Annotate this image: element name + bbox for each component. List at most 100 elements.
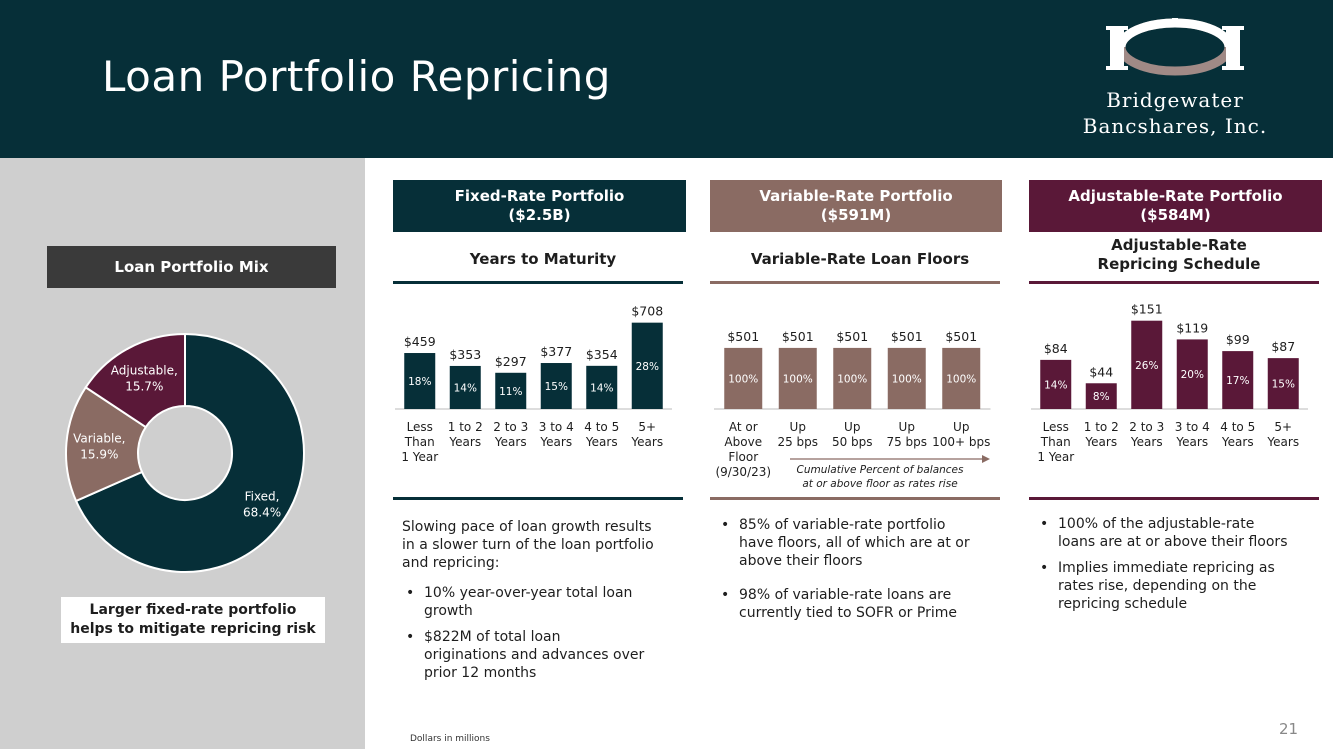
portfolio-mix-donut-chart: Fixed, 68.4% Variable, 15.9% Adjustable, 15.7… <box>65 332 305 573</box>
bullet-line: loans are at or above their floors <box>1058 534 1288 550</box>
bar-percent-label: 15% <box>545 381 568 393</box>
bar <box>1131 320 1163 409</box>
x-tick-label: 1 Year <box>1037 450 1074 464</box>
x-tick-label: Up <box>790 420 806 434</box>
bar-value-label: $459 <box>404 334 436 349</box>
adjustable-bullet-2: Implies immediate repricing as rates ris… <box>1036 559 1326 613</box>
annotation-text: Cumulative Percent of balances <box>797 464 965 476</box>
donut-slice-2 <box>84 332 186 429</box>
x-tick-label: Years <box>448 435 481 449</box>
company-logo: Bridgewater Bancshares, Inc. <box>1060 14 1290 144</box>
bar-percent-label: 15% <box>1272 379 1295 391</box>
annotation-text: at or above floor as rates rise <box>802 478 957 490</box>
donut-slice-value: 68.4% <box>243 505 281 519</box>
x-tick-label: 5+ <box>638 420 656 434</box>
bar-value-label: $354 <box>586 347 618 362</box>
x-tick-label: 75 bps <box>886 435 927 449</box>
bar <box>1085 383 1117 409</box>
x-tick-label: (9/30/23) <box>715 465 771 479</box>
bullet-line: above their floors <box>739 553 863 569</box>
x-tick-label: Up <box>844 420 860 434</box>
divider <box>1029 281 1319 284</box>
x-tick-label: 1 Year <box>401 450 438 464</box>
adjustable-schedule-title-line-2: Repricing Schedule <box>1097 255 1261 273</box>
note-line-2: helps to mitigate repricing risk <box>70 621 316 637</box>
x-tick-label: Years <box>1175 435 1208 449</box>
x-tick-label: Floor <box>728 450 758 464</box>
bar-value-label: $377 <box>540 344 572 359</box>
logo-line-2: Bancshares, Inc. <box>1082 114 1268 138</box>
bar-value-label: $501 <box>727 329 759 344</box>
fixed-rate-header: Fixed-Rate Portfolio ($2.5B) <box>393 180 686 232</box>
x-tick-label: Years <box>1221 435 1254 449</box>
bar <box>631 322 663 409</box>
adjustable-schedule-title-line-1: Adjustable-Rate <box>1111 236 1247 254</box>
mitigate-risk-note: Larger fixed-rate portfolio helps to mit… <box>61 597 325 643</box>
bar <box>1222 351 1254 409</box>
fixed-intro-line: in a slower turn of the loan portfolio <box>402 537 654 553</box>
adjustable-rate-commentary: 100% of the adjustable-rate loans are at… <box>1036 515 1326 613</box>
bullet-line: growth <box>424 603 473 619</box>
donut-slice-label: Variable, <box>73 432 125 446</box>
divider <box>710 497 1000 500</box>
bar <box>449 365 481 409</box>
bar <box>724 347 763 409</box>
bar <box>1267 358 1299 409</box>
bullet-line: prior 12 months <box>424 665 537 681</box>
bar-percent-label: 100% <box>946 373 976 385</box>
x-tick-label: Less <box>407 420 433 434</box>
bar-value-label: $84 <box>1044 341 1068 356</box>
x-tick-label: Years <box>539 435 572 449</box>
bar-percent-label: 11% <box>499 386 522 398</box>
bar <box>586 365 618 409</box>
bullet-line: rates rise, depending on the <box>1058 578 1257 594</box>
bullet-line: repricing schedule <box>1058 596 1188 612</box>
bar-percent-label: 20% <box>1181 369 1204 381</box>
bar-value-label: $353 <box>449 347 481 362</box>
bar-percent-label: 100% <box>783 373 813 385</box>
bullet-line: originations and advances over <box>424 647 645 663</box>
page-number: 21 <box>1279 720 1299 738</box>
donut-slice-label: Adjustable, <box>111 363 178 377</box>
bar-percent-label: 100% <box>728 373 758 385</box>
fixed-bullet-2: $822M of total loan originations and adv… <box>402 628 687 682</box>
bullet-line: currently tied to SOFR or Prime <box>739 605 957 621</box>
bar-value-label: $119 <box>1176 320 1208 335</box>
bar <box>833 347 872 409</box>
variable-rate-commentary: 85% of variable-rate portfolio have floo… <box>717 516 1002 622</box>
note-line-1: Larger fixed-rate portfolio <box>89 602 297 618</box>
bar <box>540 363 572 409</box>
x-tick-label: 4 to 5 <box>584 420 619 434</box>
variable-rate-header-title: Variable-Rate Portfolio <box>759 187 953 205</box>
variable-rate-header-amount: ($591M) <box>820 206 892 224</box>
x-tick-label: Years <box>585 435 618 449</box>
bar-percent-label: 14% <box>590 382 613 394</box>
fixed-intro: Slowing pace of loan growth results in a… <box>402 518 687 572</box>
x-tick-label: 1 to 2 <box>1084 420 1119 434</box>
annotation-arrowhead <box>982 455 990 463</box>
x-tick-label: 50 bps <box>832 435 873 449</box>
bullet-line: have floors, all of which are at or <box>739 535 970 551</box>
logo-emblem-icon <box>1106 18 1244 76</box>
header-band: Loan Portfolio Repricing Bridgewater Ban… <box>0 0 1333 158</box>
x-tick-label: Years <box>1266 435 1299 449</box>
bullet-line: 98% of variable-rate loans are <box>739 587 952 603</box>
x-tick-label: At or <box>729 420 758 434</box>
bar <box>887 347 926 409</box>
x-tick-label: 2 to 3 <box>493 420 528 434</box>
bar-percent-label: 28% <box>636 361 659 373</box>
bullet-line: 10% year-over-year total loan <box>424 585 633 601</box>
x-tick-label: 5+ <box>1274 420 1292 434</box>
variable-bullet-1: 85% of variable-rate portfolio have floo… <box>717 516 1002 570</box>
bar <box>404 353 436 409</box>
adjustable-rate-header-title: Adjustable-Rate Portfolio <box>1068 187 1283 205</box>
bar-percent-label: 17% <box>1226 375 1249 387</box>
footnote: Dollars in millions <box>410 734 490 744</box>
portfolio-mix-label: Loan Portfolio Mix <box>47 246 336 288</box>
fixed-rate-header-amount: ($2.5B) <box>508 206 571 224</box>
divider <box>1029 497 1319 500</box>
bar-value-label: $297 <box>495 354 527 369</box>
bar <box>778 347 817 409</box>
